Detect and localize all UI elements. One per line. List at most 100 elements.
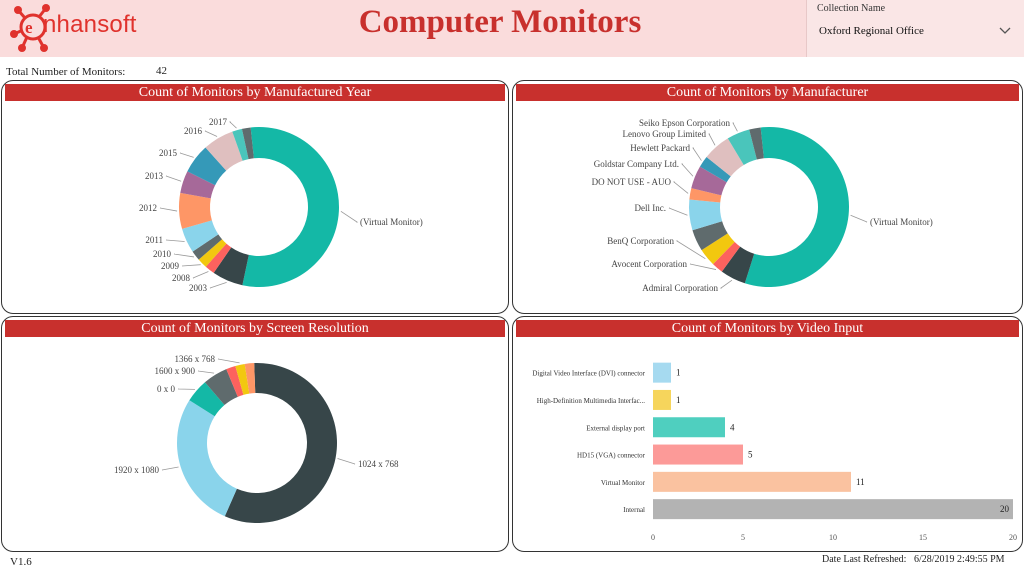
leader-line [340, 210, 359, 223]
slice-label: 2008 [172, 273, 191, 283]
leader-line [197, 370, 215, 374]
refreshed-value: 6/28/2019 2:49:55 PM [914, 554, 1005, 565]
slice-2009[interactable] [198, 239, 227, 267]
svg-text:e: e [25, 18, 33, 37]
bar-virtual-monitor[interactable] [653, 471, 851, 492]
slice-2013[interactable] [180, 171, 216, 199]
slice-lenovo-group-limited[interactable] [706, 138, 744, 177]
bar-value-label: 1 [676, 395, 681, 405]
slice-avocent-corporation[interactable] [712, 241, 741, 272]
slice-label: 0 x 0 [157, 384, 176, 394]
slice-label: 2009 [161, 261, 180, 271]
leader-line [173, 253, 195, 258]
slice-label: Admiral Corporation [642, 283, 718, 293]
bar-internal[interactable] [653, 499, 1013, 520]
slice-2008[interactable] [205, 243, 232, 273]
slice-virtual-monitor[interactable] [242, 127, 340, 287]
collection-selector[interactable]: Collection Name Oxford Regional Office [806, 0, 1024, 57]
bar-value-label: 5 [748, 450, 753, 460]
slice-label: 2016 [184, 126, 203, 136]
slice-goldstar-company-ltd[interactable] [691, 166, 727, 196]
slice-label: 1600 x 900 [155, 366, 196, 376]
leader-line [692, 147, 702, 161]
slice-label: 2017 [209, 117, 228, 127]
panel-resolution: Count of Monitors by Screen Resolution 1… [1, 316, 509, 552]
x-tick-label: 15 [919, 533, 927, 542]
slice-label: Goldstar Company Ltd. [594, 159, 679, 169]
resolution-donut-chart[interactable]: 1024 x 768 1920 x 1080 0 x 0 1600 x 900 1366… [2, 317, 509, 552]
slice-label: 2011 [145, 235, 163, 245]
slice-label: Hewlett Packard [630, 143, 690, 153]
slice-2017[interactable] [232, 128, 249, 161]
slice-unlabeled-4[interactable] [226, 365, 244, 397]
slice-dell-inc[interactable] [689, 199, 723, 231]
leader-line [209, 281, 227, 289]
slice-2003[interactable] [213, 247, 249, 286]
slice-label: 2003 [189, 283, 208, 293]
slice-label: DO NOT USE - AUO [592, 177, 672, 187]
slice-1366-x-768[interactable] [235, 363, 250, 395]
panel-title-video: Count of Monitors by Video Input [516, 320, 1019, 337]
leader-line [217, 358, 240, 364]
slice-unlabeled-4[interactable] [692, 221, 728, 251]
panel-title-resolution: Count of Monitors by Screen Resolution [5, 320, 505, 337]
slice-benq-corporation[interactable] [701, 233, 735, 265]
bar-value-label: 11 [856, 477, 865, 487]
slice-label: 1024 x 768 [358, 459, 399, 469]
bar-value-label: 20 [1000, 504, 1010, 514]
slice-label: 2015 [159, 148, 178, 158]
chevron-down-icon[interactable] [998, 24, 1012, 38]
page-title: Computer Monitors [358, 4, 642, 40]
slice-1600-x-900[interactable] [204, 369, 238, 406]
panel-manufacturer: Count of Monitors by Manufacturer (Virtu… [512, 80, 1023, 314]
leader-line [204, 130, 218, 137]
slice-unlabeled-11[interactable] [241, 127, 254, 160]
leader-line [668, 207, 688, 216]
slice-unlabeled-6[interactable] [244, 363, 256, 394]
bar-hd15-vga-connector[interactable] [653, 444, 743, 465]
leader-line [850, 214, 868, 223]
enhansoft-logo-icon: e [10, 4, 50, 52]
header: e nhansoft Computer Monitors Collection … [0, 0, 1024, 57]
leader-line [681, 163, 694, 177]
category-label: High-Definition Multimedia Interfac... [537, 397, 646, 405]
total-monitors-label: Total Number of Monitors: [6, 66, 126, 78]
slice-hewlett-packard[interactable] [699, 157, 731, 183]
slice-label: 2012 [139, 203, 157, 213]
category-label: External display port [586, 424, 645, 432]
slice-do-not-use-auo[interactable] [689, 188, 722, 203]
slice-2011[interactable] [182, 220, 219, 252]
leader-line [675, 240, 706, 260]
leader-line [732, 122, 738, 132]
bar-digital-video-interface-dvi-connector[interactable] [653, 362, 671, 383]
bar-high-definition-multimedia-interfac[interactable] [653, 389, 671, 410]
slice-label: Dell Inc. [635, 203, 667, 213]
slice-seiko-epson-corporation[interactable] [727, 129, 757, 165]
refreshed-label: Date Last Refreshed: [822, 554, 907, 565]
slice-2010[interactable] [192, 234, 223, 260]
bar-external-display-port[interactable] [653, 417, 725, 438]
leader-line [228, 121, 237, 129]
slice-1920-x-1080[interactable] [177, 400, 237, 517]
slice-virtual-monitor[interactable] [744, 127, 849, 287]
slice-label: 1920 x 1080 [114, 465, 160, 475]
collection-value[interactable]: Oxford Regional Office [819, 25, 924, 37]
bar-value-label: 1 [676, 368, 681, 378]
slice-1024-x-768[interactable] [224, 363, 337, 523]
panel-video: Count of Monitors by Video Input Digital… [512, 316, 1023, 552]
slice-2016[interactable] [205, 131, 243, 171]
manufacturer-donut-chart[interactable]: (Virtual Monitor) Admiral Corporation Avoc… [513, 81, 1023, 314]
slice-admiral-corporation[interactable] [721, 246, 755, 284]
leader-line [161, 466, 179, 471]
video-input-bar-chart[interactable]: Digital Video Interface (DVI) connector 1… [513, 317, 1023, 552]
slice-label: (Virtual Monitor) [870, 217, 933, 227]
slice-unlabeled-11[interactable] [749, 127, 764, 160]
slice-2012[interactable] [179, 192, 212, 229]
slice-0-x-0[interactable] [189, 382, 225, 417]
category-label: HD15 (VGA) connector [577, 452, 646, 460]
leader-line [192, 271, 209, 279]
x-tick-label: 5 [741, 533, 745, 542]
slice-2015[interactable] [187, 147, 227, 186]
slice-label: 2010 [153, 249, 172, 259]
